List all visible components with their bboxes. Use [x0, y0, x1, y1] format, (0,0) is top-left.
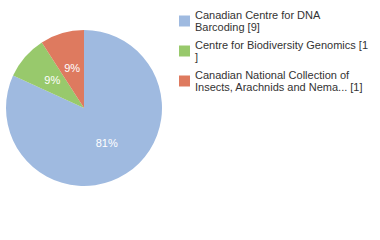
svg-text:Canadian Centre for DNA: Canadian Centre for DNA [195, 9, 323, 21]
svg-text:Centre for Biodiversity Genomi: Centre for Biodiversity Genomics [1 [195, 39, 368, 51]
svg-text:Insects, Arachnids and Nema...: Insects, Arachnids and Nema... [1] [195, 81, 363, 93]
svg-text:81%: 81% [96, 137, 118, 149]
svg-text:9%: 9% [64, 62, 80, 74]
svg-text:]: ] [195, 51, 198, 63]
svg-text:9%: 9% [44, 74, 60, 86]
svg-text:Barcoding [9]: Barcoding [9] [195, 21, 260, 33]
svg-text:Canadian National Collection o: Canadian National Collection of [195, 69, 352, 81]
